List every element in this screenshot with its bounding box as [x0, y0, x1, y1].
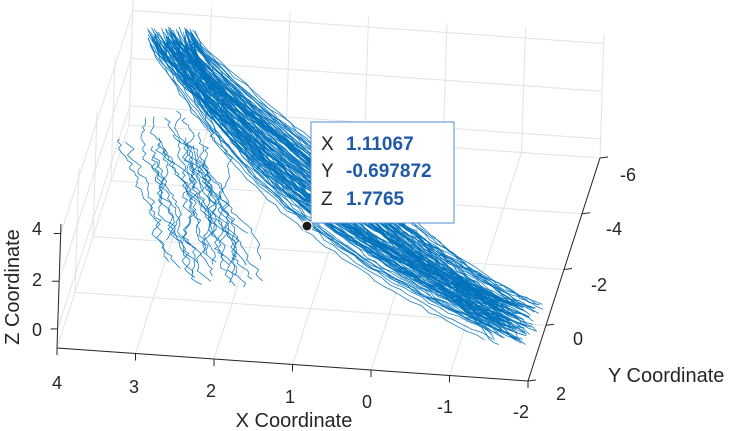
side-grid-z — [58, 58, 132, 282]
y-tick-mark — [563, 268, 573, 270]
trajectory-segment — [151, 37, 499, 316]
trajectory-segment — [198, 159, 232, 284]
x-axis-label: X Coordinate — [236, 410, 353, 431]
y-tick-mark — [545, 323, 555, 326]
back-grid-x — [364, 17, 369, 142]
trajectory-segment — [202, 145, 238, 265]
trajectory-segment — [163, 41, 512, 328]
y-axis-ticks: -6 -4 -2 0 2 — [556, 165, 636, 404]
trajectory-segment — [203, 162, 253, 280]
trajectory-segment — [174, 110, 225, 242]
x-tick-label: 1 — [285, 387, 295, 407]
z-axis-label: Z Coordinate — [2, 229, 24, 345]
z-axis-ticks: 0 2 4 — [32, 219, 42, 340]
z-tick-label: 0 — [32, 320, 42, 340]
side-grid-y — [128, 0, 134, 126]
trajectory-segment — [193, 145, 238, 276]
datatip-x-value: 1.11067 — [346, 134, 414, 155]
x-tick-label: -1 — [437, 397, 453, 417]
datatip-marker[interactable] — [301, 220, 313, 232]
trajectory-segment — [191, 162, 246, 288]
datatip-y-key: Y — [321, 161, 334, 182]
y-tick-label: 2 — [556, 384, 566, 404]
trajectory-segment — [149, 116, 195, 249]
axis-lines — [50, 156, 609, 388]
trajectory-segment — [167, 37, 492, 326]
side-grid-z — [60, 10, 134, 234]
trajectory-segment — [125, 141, 169, 263]
x-tick-label: -2 — [513, 402, 529, 422]
back-grid-x — [285, 11, 291, 137]
back-grid-z — [132, 10, 604, 45]
trajectory-segment — [183, 142, 206, 262]
x-axis-ticks: 4 3 2 1 0 -1 -2 — [52, 373, 529, 422]
datatip-x-key: X — [321, 134, 334, 155]
back-grid-x — [599, 33, 605, 159]
trajectory-segment — [165, 42, 503, 338]
z-tick-label: 2 — [32, 270, 42, 290]
datatip-y-value: -0.697872 — [346, 161, 432, 182]
floor-grid-y — [92, 236, 565, 270]
y-tick-label: 0 — [573, 329, 583, 349]
datatip-z-key: Z — [321, 189, 333, 210]
trajectory-segment — [164, 117, 212, 255]
y-tick-label: -4 — [606, 219, 622, 239]
datatip[interactable]: X 1.11067 Y -0.697872 Z 1.7765 — [301, 121, 455, 232]
trajectory-segment — [197, 132, 261, 260]
trajectory-segment — [140, 117, 180, 241]
x-tick-label: 4 — [52, 373, 62, 393]
trajectory-segment — [153, 36, 485, 341]
y-tick-mark — [581, 212, 591, 215]
trajectory-segment — [116, 138, 181, 269]
y-tick-mark — [527, 379, 537, 382]
trajectory-segment — [150, 145, 196, 279]
trajectory-segment — [205, 110, 249, 234]
x-tick-label: 3 — [129, 377, 139, 397]
trajectory-segment — [154, 34, 493, 340]
y-tick-label: -2 — [591, 275, 607, 295]
y-tick-mark — [599, 156, 609, 159]
z-axis-line — [56, 223, 62, 349]
y-tick-label: -6 — [620, 165, 636, 185]
datatip-z-value: 1.7765 — [346, 189, 405, 210]
z-tick-label: 4 — [32, 219, 42, 239]
trajectory-segment — [183, 32, 501, 332]
y-axis-label: Y Coordinate — [608, 365, 724, 387]
trajectory-segment — [158, 143, 197, 274]
datatip-box — [310, 121, 455, 224]
trajectory-segment — [162, 148, 213, 277]
x-tick-label: 0 — [362, 392, 372, 412]
trajectory-segment — [185, 32, 524, 309]
x-tick-label: 2 — [206, 381, 216, 401]
back-grid-x — [521, 28, 526, 153]
side-grid-z — [57, 105, 131, 330]
trajectory-segment — [153, 154, 212, 282]
trajectory-segment — [161, 37, 527, 326]
